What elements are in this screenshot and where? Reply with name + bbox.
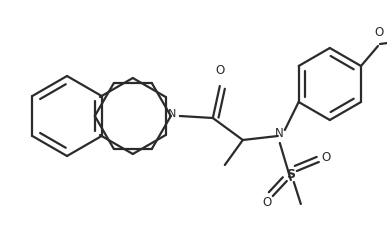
Text: N: N — [274, 127, 283, 141]
Text: O: O — [262, 196, 271, 210]
Text: S: S — [286, 167, 295, 181]
Text: O: O — [321, 152, 330, 164]
Text: O: O — [374, 26, 384, 39]
Text: O: O — [215, 64, 224, 77]
Text: N: N — [168, 109, 176, 119]
